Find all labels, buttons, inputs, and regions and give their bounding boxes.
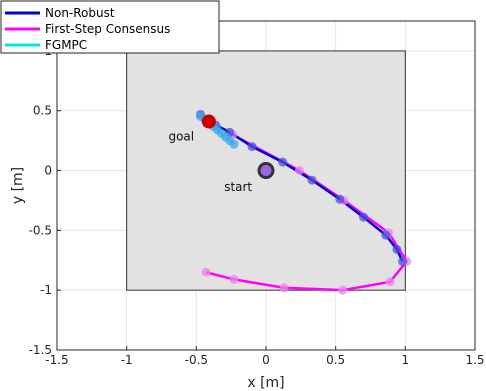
point-non-robust [247,142,257,152]
x-tick-label: -0.5 [185,353,208,367]
point-first-step-consensus [229,274,239,284]
y-tick-label: -1.5 [29,343,52,357]
x-axis-label: x [m] [247,375,284,391]
point-non-robust [381,230,391,240]
point-non-robust [335,194,345,204]
point-non-robust [307,175,317,185]
x-tick-label: 1.5 [465,353,484,367]
legend: Non-Robust First-Step Consensus FGMPC [0,0,220,54]
point-non-robust [359,212,369,222]
point-non-robust [392,245,402,255]
legend-label-fgmpc: FGMPC [45,38,87,52]
axis-ticks: -1.5-1-0.500.511.5-1.5-1-0.500.51 [29,44,485,367]
start-marker [257,162,275,180]
x-tick-label: 0 [262,353,270,367]
point-first-step-consensus [338,285,348,295]
y-tick-label: -1 [40,283,52,297]
x-tick-label: 1 [402,353,410,367]
marker-layer [196,109,412,295]
y-tick-label: 0 [44,164,52,178]
point-fgmpc [229,139,239,149]
goal-label: goal [168,130,194,144]
x-tick-label: -1.5 [45,353,68,367]
point-first-step-consensus [294,166,304,176]
point-non-robust [278,157,288,167]
point-first-step-consensus [201,267,211,277]
point-first-step-consensus [279,283,289,293]
start-label: start [224,180,252,194]
y-axis-label: y [m] [10,167,26,204]
point-first-step-consensus [385,277,395,287]
y-tick-label: 0.5 [33,104,52,118]
x-tick-label: -1 [121,353,133,367]
y-tick-label: -0.5 [29,223,52,237]
x-tick-label: 0.5 [326,353,345,367]
legend-label-non-robust: Non-Robust [45,6,115,20]
legend-label-first-step-consensus: First-Step Consensus [45,22,170,36]
point-non-robust [398,256,408,266]
goal-marker [201,114,216,129]
